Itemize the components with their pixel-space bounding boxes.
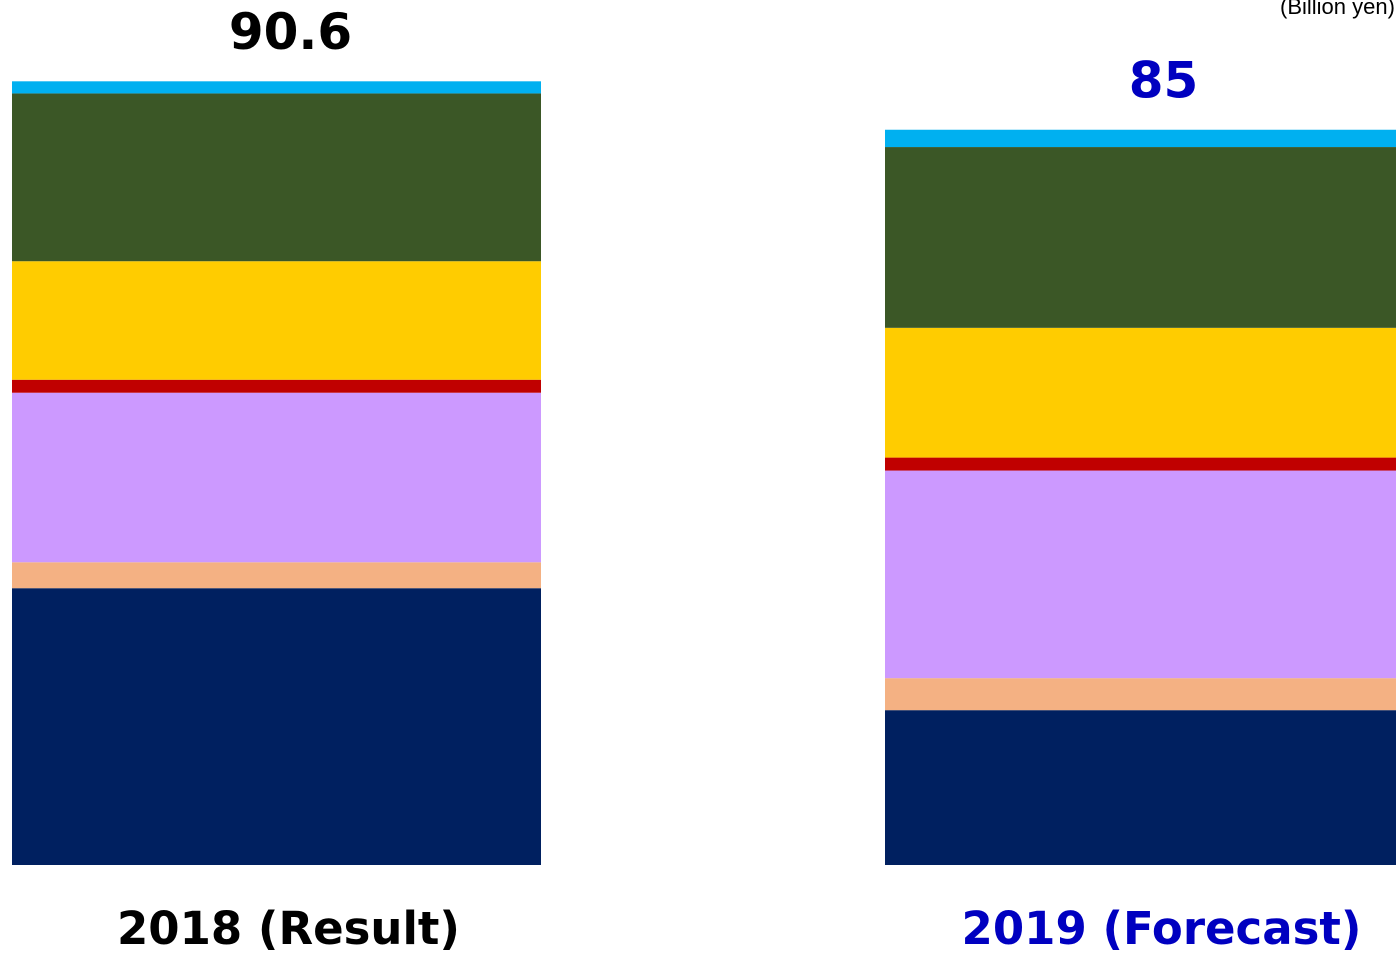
bar-segment [885,457,1396,471]
bar-segment [12,379,541,393]
bar-segment [885,470,1396,679]
bar-segment [12,588,541,865]
bar-segment [885,710,1396,865]
bar-segment [885,327,1396,458]
x-tick-label: 2019 (Forecast) [962,902,1362,955]
bar-segment [885,678,1396,711]
bar-segment [885,129,1396,148]
bar-segment [12,81,541,94]
total-label: 90.6 [229,3,352,61]
bar-segment [12,93,541,262]
unit-label: (Billion yen) [1280,0,1395,19]
bar-segment [885,147,1396,328]
total-label: 85 [1129,51,1199,109]
x-tick-label: 2018 (Result) [117,902,460,955]
bar-segment [12,392,541,563]
bar-segment [12,261,541,380]
bar-segment [12,562,541,589]
